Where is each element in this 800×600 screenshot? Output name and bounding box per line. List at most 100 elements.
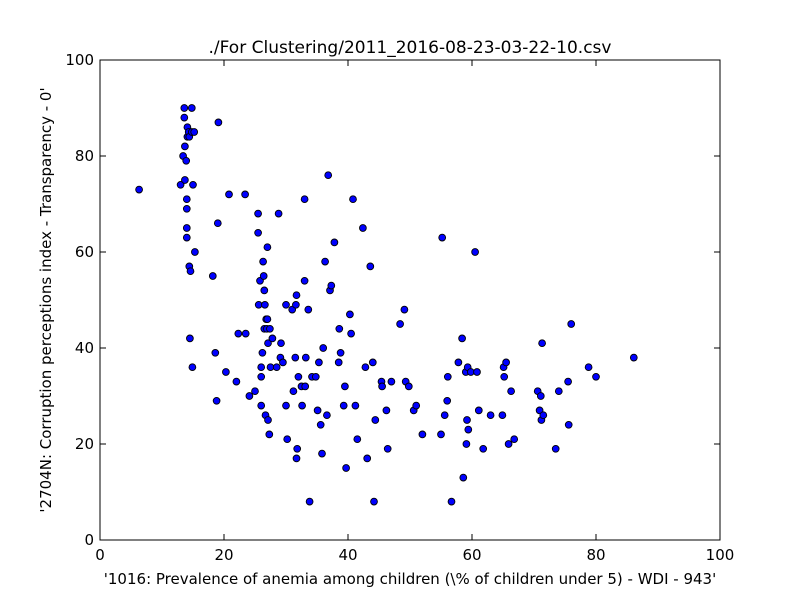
data-point — [311, 372, 320, 381]
data-point — [334, 358, 343, 367]
data-point — [361, 363, 370, 372]
data-point — [316, 420, 325, 429]
data-point — [498, 411, 507, 420]
data-point — [181, 176, 189, 184]
data-point — [241, 329, 250, 338]
x-tick-label: 0 — [95, 546, 105, 564]
data-point — [258, 348, 267, 357]
data-point — [214, 118, 223, 127]
data-point — [554, 387, 563, 396]
data-point — [313, 406, 322, 415]
data-point — [584, 363, 593, 372]
x-tick-label: 80 — [586, 546, 605, 564]
data-point — [264, 416, 272, 424]
data-point — [551, 444, 560, 453]
data-point — [188, 363, 197, 372]
data-point — [257, 363, 266, 372]
data-point — [268, 334, 277, 343]
data-point — [567, 320, 576, 328]
data-point — [500, 372, 509, 381]
data-point — [301, 353, 310, 362]
data-point — [400, 305, 409, 314]
data-point — [351, 401, 360, 410]
data-point — [339, 401, 348, 410]
data-point — [462, 440, 471, 448]
data-point — [383, 444, 392, 453]
data-point — [536, 392, 545, 400]
data-point — [259, 272, 268, 280]
data-point — [254, 209, 262, 218]
data-point — [182, 156, 191, 165]
data-point — [463, 416, 471, 424]
data-point — [363, 454, 372, 463]
data-point — [182, 204, 191, 213]
data-point — [294, 372, 303, 381]
data-point — [366, 262, 375, 271]
data-point — [486, 411, 495, 420]
data-point — [539, 411, 548, 420]
data-point — [437, 430, 445, 439]
data-point — [301, 382, 310, 391]
data-point — [387, 377, 396, 386]
data-point — [347, 329, 355, 338]
data-point — [368, 358, 377, 367]
y-axis: 0 20 40 60 80 100 — [65, 51, 720, 549]
data-point — [342, 464, 350, 472]
data-point — [473, 368, 481, 376]
data-point — [336, 348, 345, 357]
data-point — [324, 171, 333, 180]
data-point — [261, 300, 269, 309]
y-tick-label: 0 — [84, 531, 94, 549]
x-tick-label: 20 — [214, 546, 233, 564]
x-tick-label: 60 — [462, 546, 481, 564]
data-point — [277, 339, 285, 348]
data-point — [272, 363, 281, 372]
data-point — [263, 315, 272, 324]
data-point — [176, 180, 185, 189]
data-point — [254, 228, 262, 237]
data-point — [507, 387, 515, 396]
data-point — [222, 368, 230, 376]
data-point — [180, 104, 189, 112]
data-point — [319, 344, 328, 352]
data-point — [180, 113, 189, 122]
data-point — [257, 372, 266, 381]
data-point — [264, 339, 272, 348]
points-layer — [135, 104, 638, 506]
data-point — [359, 224, 367, 232]
data-point — [471, 248, 479, 256]
data-point — [371, 416, 380, 424]
data-point — [378, 382, 386, 391]
data-point — [257, 401, 266, 410]
data-point — [190, 128, 199, 136]
data-point — [241, 190, 249, 199]
data-point — [454, 358, 463, 367]
y-tick-label: 80 — [75, 147, 94, 165]
data-point — [283, 435, 292, 444]
data-point — [321, 257, 329, 266]
data-point — [298, 401, 306, 410]
data-point — [181, 142, 189, 151]
data-point — [330, 238, 339, 247]
data-point — [396, 320, 404, 328]
data-point — [300, 195, 309, 204]
data-point — [187, 104, 196, 112]
y-tick-label: 60 — [75, 243, 94, 261]
data-point — [289, 387, 298, 396]
data-point — [592, 372, 600, 381]
data-point — [438, 233, 447, 242]
data-point — [327, 281, 336, 290]
y-axis-label: '2704N: Corruption perceptions index - T… — [37, 87, 55, 512]
data-point — [211, 348, 220, 357]
data-point — [538, 339, 546, 348]
data-point — [479, 444, 488, 453]
data-point — [502, 358, 510, 367]
data-point — [186, 334, 194, 343]
plot-frame — [99, 59, 721, 541]
data-point — [349, 195, 357, 204]
data-point — [458, 334, 466, 343]
x-axis: 0 20 40 60 80 100 — [95, 60, 734, 564]
data-point — [282, 300, 290, 309]
